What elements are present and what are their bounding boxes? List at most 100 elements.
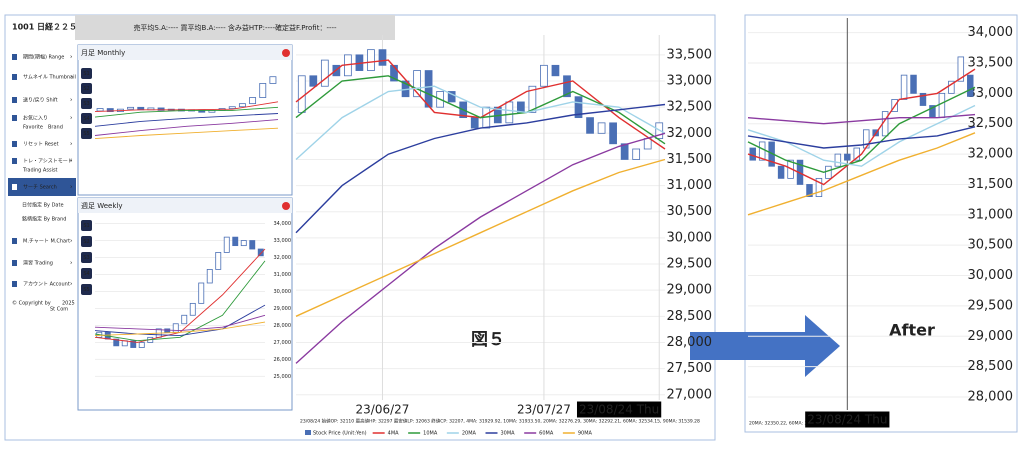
ma-line [747,126,976,149]
ma-line [747,68,976,186]
menu-arrow: › [70,158,72,165]
y-tick-label: 27,000 [274,340,292,346]
series-button[interactable] [81,236,92,247]
menu-item[interactable]: アカウント Account [23,281,70,288]
candle [232,236,239,247]
candle [551,64,560,77]
y-tick-label: 31,000 [274,272,292,278]
candle [413,70,421,98]
candle [424,70,433,108]
menu-item[interactable]: M.チャート M.Chart [23,239,70,245]
series-button-label[interactable]: S5 [83,287,89,293]
menu-item[interactable]: リセット Reset [23,142,59,148]
candle [528,85,537,113]
candle [957,56,965,82]
ma-line [94,304,266,337]
candle [206,269,213,284]
search-highlight [8,178,76,196]
candle [620,143,629,160]
x-label-highlight [805,411,890,428]
y-tick-label: 25,000 [274,374,292,380]
series-button-label[interactable]: S5 [83,131,89,137]
series-button[interactable] [81,268,92,279]
menu-arrow: › [70,97,72,104]
series-button[interactable] [81,128,92,139]
candle [215,252,222,270]
x-tick-label: 23/08/24 Thu [579,403,659,417]
candle [249,240,256,250]
sidebar-title: 1001 日経２２５ [12,22,77,32]
series-button[interactable] [81,68,92,79]
series-button-label[interactable]: S1 [83,71,89,77]
candle [632,148,641,160]
y-tick-label: 30,000 [667,230,713,245]
menu-icon [12,97,17,103]
candle [113,338,120,347]
y-tick-label: 29,000 [274,306,292,312]
x-label-highlight [576,401,662,418]
menu-item[interactable]: Favorite Brand [23,125,63,131]
series-button[interactable] [81,83,92,94]
candle [597,122,606,134]
y-tick-label: 31,000 [968,207,1014,222]
candle [96,108,104,112]
candle [470,117,479,129]
series-button[interactable] [81,98,92,109]
close-button[interactable] [282,202,290,210]
y-tick-label: 33,000 [667,74,713,89]
series-button[interactable] [81,284,92,295]
candle [844,153,851,161]
candle [297,75,306,113]
candle [815,177,823,198]
menu-arrow: › [70,184,72,191]
series-button[interactable] [81,220,92,231]
menu-item[interactable]: サーチ Search [23,185,57,191]
series-button-label[interactable]: S4 [83,116,89,122]
arrow [690,315,840,377]
menu-item[interactable]: 期間(期幅) Range [23,54,64,61]
menu-item[interactable]: 銘柄指定 By Brand [22,216,66,223]
series-button[interactable] [81,113,92,124]
menu-item[interactable]: トレ・アシストモード [23,159,73,165]
candle [390,64,398,82]
menu-item[interactable]: お気に入り [23,115,48,122]
menu-arrow: › [70,281,72,288]
ma-line [747,132,976,216]
series-button-label[interactable]: S2 [83,86,89,92]
candle [853,147,861,161]
series-button-label[interactable]: S1 [83,223,89,229]
y-tick-label: 31,000 [667,178,713,193]
menu-item[interactable]: 日付指定 By Date [22,202,64,209]
candle [367,49,375,71]
menu-item[interactable]: サムネイル Thumbnail [23,75,76,81]
series-button[interactable] [81,252,92,263]
ma-line [747,113,976,125]
series-button-label[interactable]: S2 [83,239,89,245]
series-button-label[interactable]: S3 [83,255,89,261]
y-tick-label: 32,000 [274,255,292,261]
menu-icon [12,281,17,287]
weekly-title-bar [78,198,292,213]
menu-arrow: › [70,141,72,148]
ma-line [295,103,666,234]
menu-item[interactable]: Trading Assist [22,168,58,174]
menu-item[interactable]: 送り/戻り Shift [23,97,58,104]
candle [806,184,813,198]
legend-label: 60MA [539,431,554,437]
menu-item[interactable]: 演習 Trading [23,260,53,267]
series-button-label[interactable]: S3 [83,101,89,107]
copyright-company: St Com [50,307,68,313]
y-tick-label: 28,000 [274,323,292,329]
y-tick-label: 32,500 [968,116,1014,131]
close-button[interactable] [282,49,290,57]
candle [540,64,548,87]
y-tick-label: 32,000 [968,147,1014,162]
candle [825,165,832,179]
y-tick-label: 31,500 [667,152,713,167]
series-button-label[interactable]: S4 [83,271,89,277]
legend-label: 20MA [462,431,477,437]
y-tick-label: 28,000 [667,335,713,350]
candle [130,340,137,348]
monthly-title: 月足 Monthly [81,49,125,57]
